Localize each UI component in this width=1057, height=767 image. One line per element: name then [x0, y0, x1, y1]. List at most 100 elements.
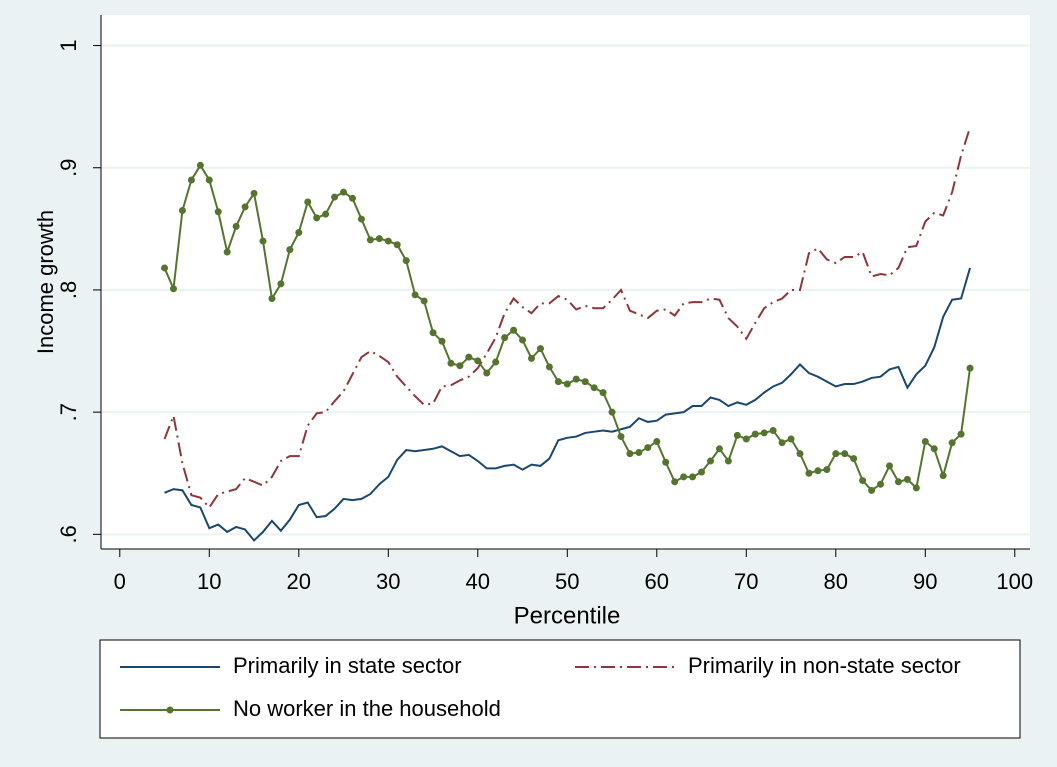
point [510, 326, 518, 334]
point [438, 337, 446, 345]
legend [99, 639, 1021, 739]
point [313, 214, 321, 222]
point [599, 389, 607, 397]
point [241, 203, 249, 211]
point [277, 280, 285, 288]
point [375, 235, 383, 243]
point [456, 362, 464, 370]
point [196, 161, 204, 169]
plot-area [101, 15, 1030, 549]
point [635, 448, 643, 456]
point [823, 466, 831, 474]
point [169, 285, 177, 293]
y-tick-label: .9 [56, 159, 81, 177]
legend-label: No worker in the household [233, 696, 501, 721]
point [178, 207, 186, 215]
x-tick-label: 20 [287, 569, 311, 594]
point [268, 294, 276, 302]
point [957, 430, 965, 438]
point [715, 445, 723, 453]
x-tick-label: 100 [996, 569, 1033, 594]
point [850, 455, 858, 463]
y-tick-label: 1 [56, 39, 81, 51]
point [814, 467, 822, 475]
point [420, 297, 428, 305]
point [322, 210, 330, 218]
point [903, 475, 911, 483]
y-tick-label: .7 [56, 403, 81, 421]
point [733, 431, 741, 439]
point [751, 430, 759, 438]
point [698, 468, 706, 476]
y-tick-label: .8 [56, 281, 81, 299]
legend-marker [166, 706, 174, 714]
point [706, 457, 714, 465]
point [769, 426, 777, 434]
x-tick-label: 0 [114, 569, 126, 594]
y-axis-title: Income growth [33, 210, 58, 354]
point [519, 336, 527, 344]
point [832, 450, 840, 458]
point [662, 458, 670, 466]
point [859, 477, 867, 485]
legend-label: Primarily in non-state sector [688, 653, 961, 678]
point [411, 291, 419, 299]
point [921, 437, 929, 445]
point [626, 450, 634, 458]
x-tick-label: 30 [376, 569, 400, 594]
point [581, 378, 589, 386]
point [966, 364, 974, 372]
point [841, 450, 849, 458]
point [796, 450, 804, 458]
point [161, 264, 169, 272]
point [680, 473, 688, 481]
point [340, 188, 348, 196]
point [805, 469, 813, 477]
y-tick-label: .6 [56, 525, 81, 543]
series-line [163, 127, 971, 510]
point [429, 329, 437, 337]
x-tick-label: 90 [913, 569, 937, 594]
point [527, 354, 535, 362]
point [465, 353, 473, 361]
x-tick-label: 60 [645, 569, 669, 594]
point [545, 363, 553, 371]
point [894, 478, 902, 486]
point [877, 480, 885, 488]
point [671, 478, 679, 486]
point [187, 176, 195, 184]
point [357, 215, 365, 223]
point [885, 462, 893, 470]
x-axis-title: Percentile [514, 602, 621, 629]
point [393, 241, 401, 249]
point [366, 236, 374, 244]
point [760, 429, 768, 437]
point [868, 486, 876, 494]
point [304, 198, 312, 206]
x-tick-label: 40 [466, 569, 490, 594]
point [724, 457, 732, 465]
point [348, 194, 356, 202]
point [689, 473, 697, 481]
x-tick-label: 70 [734, 569, 758, 594]
point [232, 222, 240, 230]
point [608, 408, 616, 416]
point [331, 193, 339, 201]
point [474, 357, 482, 365]
point [617, 433, 625, 441]
point [295, 229, 303, 237]
point [572, 375, 580, 383]
point [554, 378, 562, 386]
point [930, 445, 938, 453]
point [447, 359, 455, 367]
point [223, 248, 231, 256]
point [501, 334, 509, 342]
point [205, 176, 213, 184]
point [742, 435, 750, 443]
point [384, 237, 392, 245]
point [653, 437, 661, 445]
point [402, 257, 410, 265]
point [483, 369, 491, 377]
x-tick-label: 10 [197, 569, 221, 594]
